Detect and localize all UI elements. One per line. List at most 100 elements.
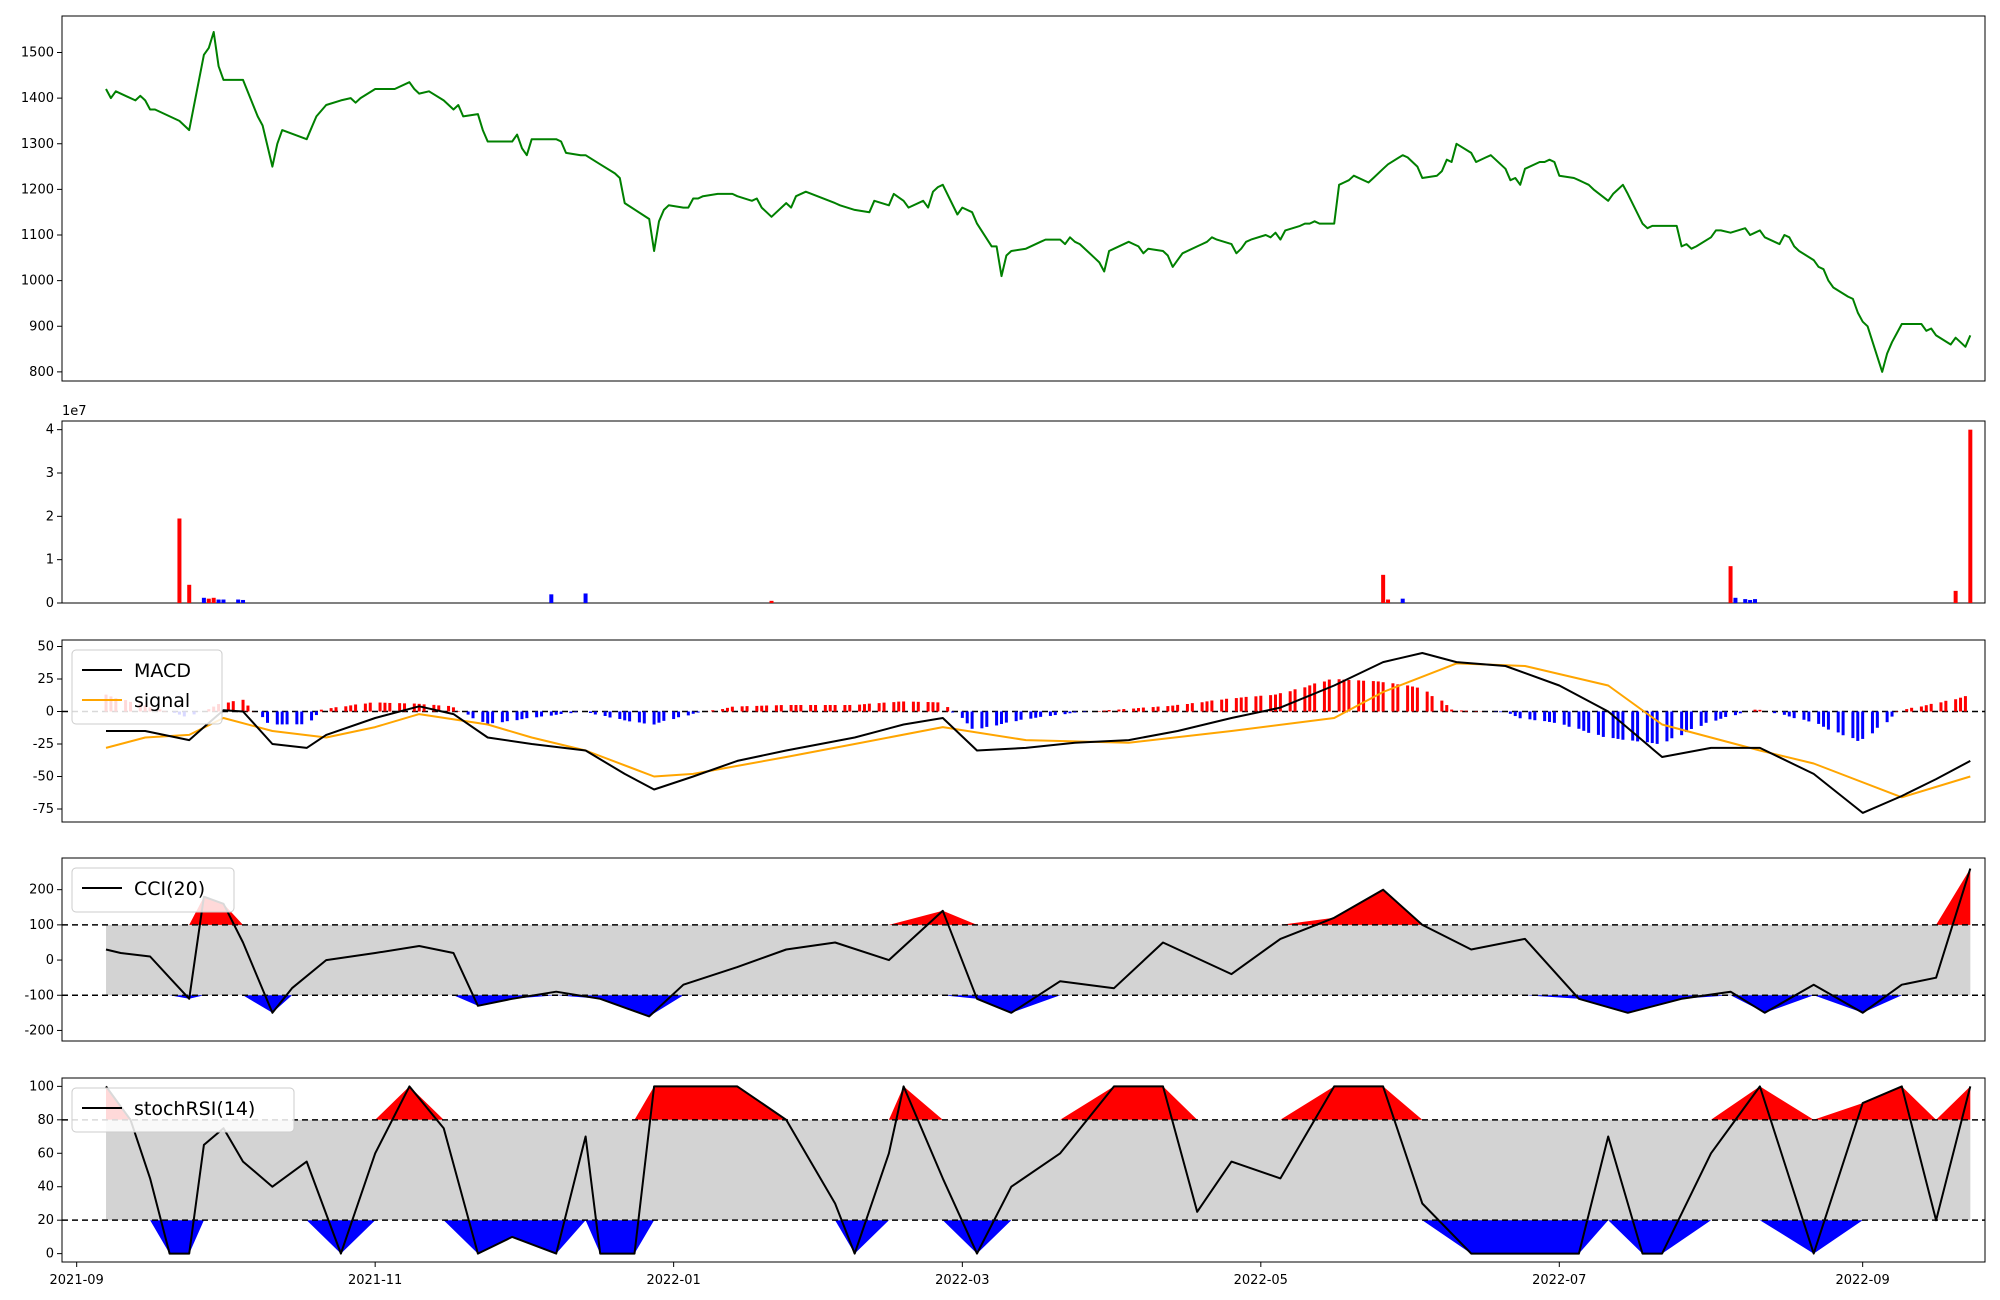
- macd-histogram-bar: [970, 711, 974, 729]
- macd-histogram-bar: [1631, 711, 1635, 741]
- macd-histogram-bar: [1596, 711, 1600, 735]
- macd-histogram-bar: [1513, 711, 1517, 717]
- macd-histogram-bar: [1704, 711, 1708, 723]
- volume-ytick-label: 4: [46, 423, 54, 438]
- cci-panel-frame: [61, 857, 1986, 1042]
- stochrsi-ytick-label: 80: [37, 1113, 54, 1128]
- macd-histogram-bar: [823, 705, 827, 712]
- x-tick-label: 2022-09: [1836, 1273, 1890, 1288]
- macd-histogram-bar: [1381, 682, 1385, 712]
- macd-histogram-bar: [481, 711, 485, 722]
- macd-histogram-bar: [1822, 711, 1826, 727]
- macd-histogram-bar: [980, 711, 984, 729]
- cci-band: [106, 924, 1971, 996]
- macd-histogram-bar: [1870, 711, 1874, 734]
- macd-histogram-bar: [1919, 706, 1923, 712]
- macd-histogram-bar: [1601, 711, 1605, 737]
- macd-histogram-bar: [745, 706, 749, 712]
- macd-histogram-bar: [525, 711, 529, 719]
- macd-histogram-bar: [1963, 696, 1967, 712]
- macd-histogram-bar: [486, 711, 490, 725]
- cci-legend-label: CCI(20): [134, 878, 205, 900]
- macd-histogram-bar: [1234, 698, 1238, 712]
- macd-histogram-bar: [241, 699, 245, 712]
- macd-histogram-bar: [677, 711, 681, 718]
- macd-histogram-bar: [1073, 711, 1077, 713]
- macd-histogram-bar: [280, 711, 284, 725]
- macd-histogram-bar: [1885, 711, 1889, 723]
- macd-histogram-bar: [843, 705, 847, 712]
- macd-histogram-bar: [515, 711, 519, 721]
- macd-histogram-bar: [985, 711, 989, 727]
- macd-histogram-bar: [1645, 711, 1649, 743]
- stochrsi-panel-frame: [61, 1077, 1986, 1263]
- macd-ytick-label: -25: [33, 737, 54, 752]
- macd-histogram-bar: [1699, 711, 1703, 726]
- macd-histogram-bar: [1680, 711, 1684, 736]
- macd-histogram-bar: [1293, 689, 1297, 712]
- cci-ytick-label: -200: [24, 1023, 54, 1038]
- macd-histogram-bar: [1357, 680, 1361, 712]
- macd-histogram-bar: [662, 711, 666, 721]
- macd-legend-label: MACD: [134, 660, 191, 682]
- macd-histogram-bar: [1141, 707, 1145, 712]
- macd-histogram-bar: [1132, 708, 1136, 712]
- macd-histogram-bar: [471, 711, 475, 719]
- macd-histogram-bar: [1048, 711, 1052, 716]
- macd-histogram-bar: [329, 708, 333, 712]
- macd-histogram-bar: [1782, 711, 1786, 715]
- volume-bar: [1748, 599, 1753, 603]
- volume-bar: [1381, 574, 1386, 603]
- macd-histogram-bar: [593, 711, 597, 715]
- macd-histogram-bar: [1151, 707, 1155, 712]
- macd-histogram-bar: [1034, 711, 1038, 718]
- macd-histogram-bar: [447, 705, 451, 712]
- volume-ytick-label: 1: [46, 553, 54, 568]
- macd-histogram-bar: [1430, 696, 1434, 712]
- macd-histogram-bar: [1200, 702, 1204, 712]
- macd-histogram-bar: [1548, 711, 1552, 722]
- macd-ytick-label: 25: [37, 672, 54, 687]
- signal-line: [105, 662, 1971, 799]
- macd-histogram-bar: [1582, 711, 1586, 731]
- macd-histogram-bar: [349, 705, 353, 712]
- macd-histogram-bar: [999, 711, 1003, 725]
- macd-histogram-bar: [1851, 711, 1855, 739]
- volume-panel-frame: [61, 420, 1986, 604]
- macd-histogram-bar: [618, 711, 622, 719]
- macd-histogram-bar: [1107, 710, 1111, 712]
- macd-histogram-bar: [1337, 679, 1341, 712]
- macd-histogram-bar: [1636, 711, 1640, 742]
- macd-histogram-bar: [540, 711, 544, 717]
- stochrsi-ytick-label: 20: [37, 1213, 54, 1228]
- macd-histogram-bar: [261, 711, 265, 718]
- volume-bar: [211, 597, 216, 603]
- volume-bar: [1953, 590, 1958, 603]
- macd-histogram-bar: [877, 703, 881, 712]
- macd-histogram-bar: [500, 711, 504, 723]
- macd-histogram-bar: [1102, 710, 1106, 712]
- macd-histogram-bar: [1792, 711, 1796, 719]
- macd-histogram-bar: [1753, 709, 1757, 712]
- macd-histogram-bar: [1396, 684, 1400, 712]
- volume-bar: [236, 599, 241, 603]
- macd-histogram-bar: [1670, 711, 1674, 739]
- macd-histogram-bar: [1836, 711, 1840, 733]
- macd-histogram-bar: [740, 706, 744, 712]
- macd-histogram-bar: [456, 710, 460, 712]
- macd-histogram-bar: [711, 710, 715, 712]
- volume-bar: [187, 584, 192, 603]
- macd-histogram-bar: [779, 705, 783, 712]
- macd-histogram-bar: [1347, 679, 1351, 712]
- volume-ytick-label: 3: [46, 466, 54, 481]
- macd-histogram-bar: [398, 703, 402, 712]
- cci-ytick-label: 200: [29, 883, 54, 898]
- x-tick-label: 2022-01: [646, 1273, 700, 1288]
- macd-histogram-bar: [833, 705, 837, 712]
- macd-histogram-bar: [1259, 695, 1263, 712]
- macd-histogram-bar: [995, 711, 999, 726]
- macd-ytick-label: -75: [33, 802, 54, 817]
- macd-ytick-label: 50: [37, 640, 54, 655]
- macd-histogram-bar: [1288, 691, 1292, 712]
- macd-histogram-bar: [285, 711, 289, 725]
